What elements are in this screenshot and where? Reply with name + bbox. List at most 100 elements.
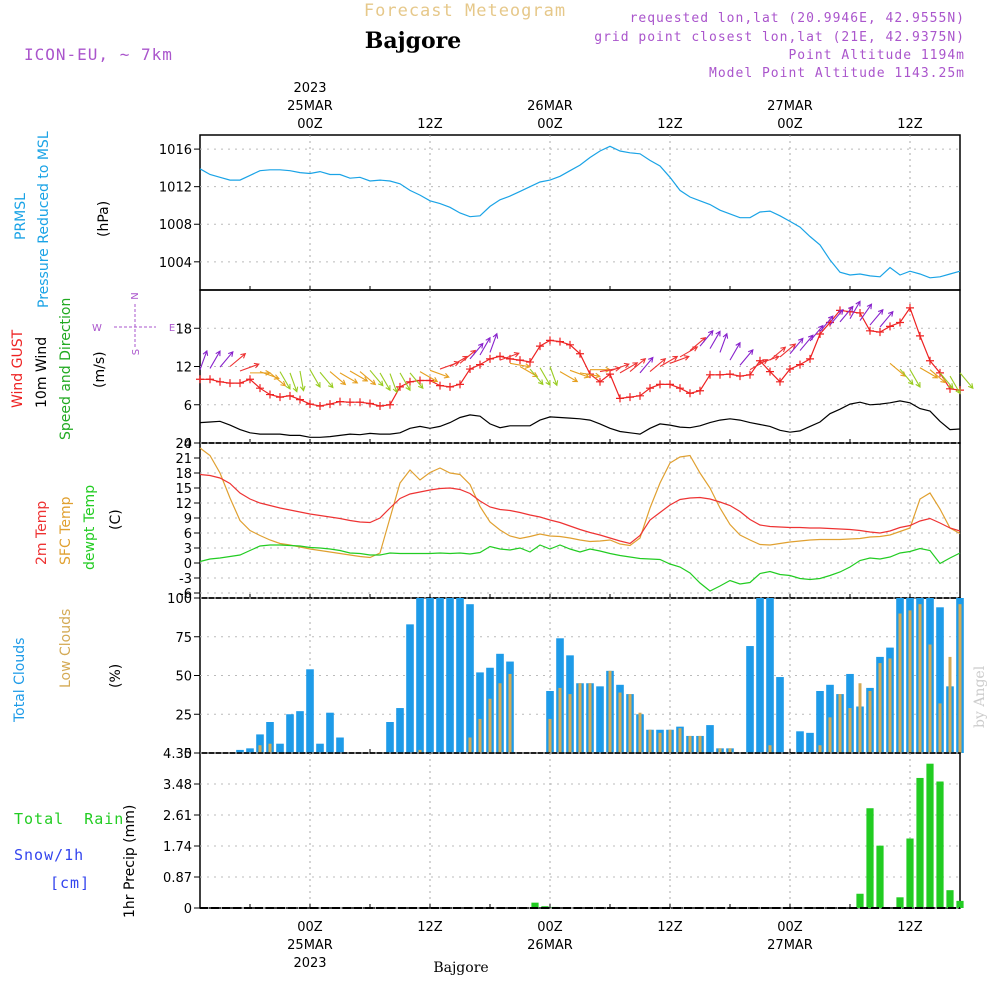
wind-speed-line <box>199 400 961 438</box>
wind-direction-arrow <box>409 372 424 390</box>
temp-ytick-label: 21 <box>175 452 192 467</box>
low-clouds-bar <box>578 683 582 753</box>
wind-direction-arrow <box>719 332 729 353</box>
total-clouds-bar <box>276 743 284 753</box>
wind-gust-point <box>616 394 624 403</box>
total-clouds-bar <box>806 732 814 753</box>
low-clouds-bar <box>608 670 612 753</box>
model-altitude: Model Point Altitude 1143.25m <box>709 66 965 81</box>
low-clouds-bar <box>908 610 912 753</box>
top-date-label: 27MAR <box>767 99 813 114</box>
dewpt-temp-line <box>199 544 961 592</box>
wind-direction-arrow <box>729 341 741 361</box>
wind-gust-point <box>786 365 794 374</box>
wind-direction-arrow <box>469 342 484 360</box>
wind-direction-arrow <box>879 310 894 328</box>
rain-label: Total Rain <box>14 810 124 828</box>
bottom-hour-label: 12Z <box>417 920 443 935</box>
clouds-ytick-label: 25 <box>175 708 192 723</box>
top-hour-label: 12Z <box>417 117 443 132</box>
point-altitude: Point Altitude 1194m <box>788 48 965 63</box>
total-clouds-bar <box>396 708 404 753</box>
wind-direction-arrow <box>289 372 299 393</box>
wind-gust-point <box>536 342 544 351</box>
wind-direction-arrow <box>889 362 907 377</box>
wind-gust-point <box>356 398 364 407</box>
wind-gust-point <box>486 354 494 363</box>
total-clouds-bar <box>776 677 784 753</box>
top-year-label: 2023 <box>293 81 326 96</box>
precip-ytick-label: 4.35 <box>163 747 192 762</box>
wind-gust-point <box>696 386 704 395</box>
wind-speed-label: 10m Wind <box>34 337 50 408</box>
clouds-ytick-label: 0 <box>184 747 192 762</box>
temp-ytick-label: 15 <box>175 482 192 497</box>
wind-gust-point <box>416 376 424 385</box>
wind-gust-point <box>656 380 664 389</box>
low-clouds-bar <box>638 712 642 753</box>
wind-gust-point <box>546 336 554 345</box>
rain-bar <box>926 763 934 908</box>
total-clouds-bar <box>746 646 754 753</box>
low-clouds-bar <box>658 732 662 753</box>
clouds-ytick-label: 75 <box>175 631 192 646</box>
wind-direction-arrow <box>679 346 699 358</box>
wind-direction-arrow <box>199 349 209 370</box>
top-hour-label: 00Z <box>297 117 323 132</box>
wind-direction-arrow <box>869 308 884 326</box>
svg-text:S: S <box>131 349 142 355</box>
wind-gust-point <box>196 375 204 384</box>
wind-gust-point <box>576 349 584 358</box>
wind-gust-point <box>736 372 744 381</box>
bottom-date-label: 27MAR <box>767 938 813 953</box>
pressure-ytick-label: 1016 <box>159 143 192 158</box>
wind-direction-arrow <box>419 371 439 383</box>
wind-direction-arrow <box>479 336 491 356</box>
low-clouds-bar <box>878 663 882 753</box>
wind-direction-arrow <box>849 300 861 319</box>
low-clouds-bar <box>668 729 672 753</box>
total-clouds-bar <box>246 748 254 753</box>
pressure-ytick-label: 1004 <box>159 256 192 271</box>
low-clouds-bar <box>958 604 962 753</box>
low-clouds-bar <box>628 694 632 753</box>
wind-direction-arrow <box>939 372 954 390</box>
low-clouds-bar <box>918 604 922 753</box>
bottom-year-label: 2023 <box>293 956 326 971</box>
temp-frame <box>199 442 961 599</box>
temp-ytick-label: 24 <box>175 437 192 452</box>
rain-bar <box>531 902 539 908</box>
wind-gust-point <box>706 370 714 379</box>
wind-gust-point <box>296 395 304 404</box>
wind-direction-arrow <box>819 315 834 332</box>
total-clouds-bar <box>306 669 314 753</box>
clouds-panel: 0 25 50 75 100 <box>167 592 964 762</box>
low-clouds-bar <box>558 687 562 753</box>
wind-direction-arrow <box>329 371 347 386</box>
wind-gust-point <box>856 308 864 317</box>
wind-direction-arrow <box>299 370 306 392</box>
wind-gust-point <box>906 303 914 312</box>
wind-ytick-label: 6 <box>184 399 192 414</box>
wind-direction-arrow <box>219 350 234 368</box>
bottom-hour-label: 00Z <box>537 920 563 935</box>
wind-direction-arrow <box>369 369 384 387</box>
temp-ytick-label: 0 <box>184 557 192 572</box>
total-clouds-bar <box>466 604 474 753</box>
wind-direction-arrow <box>209 350 221 369</box>
wind-gust-point <box>466 365 474 374</box>
compass-icon: N S W E <box>92 292 175 355</box>
wind-direction-arrow <box>509 362 531 369</box>
wind-direction-arrow <box>549 366 559 387</box>
wind-direction-arrow <box>959 372 974 390</box>
total-clouds-bar <box>286 714 294 753</box>
wind-gust-point <box>746 370 754 379</box>
low-clouds-bar <box>768 745 772 753</box>
low-clouds-bar <box>838 694 842 753</box>
wind-direction-arrow <box>339 372 359 384</box>
wind-gust-point <box>806 354 814 363</box>
low-clouds-bar <box>868 691 872 753</box>
pressure-ytick-label: 1012 <box>159 181 192 196</box>
rain-bar <box>856 893 864 908</box>
total-clouds-bar <box>936 607 944 753</box>
